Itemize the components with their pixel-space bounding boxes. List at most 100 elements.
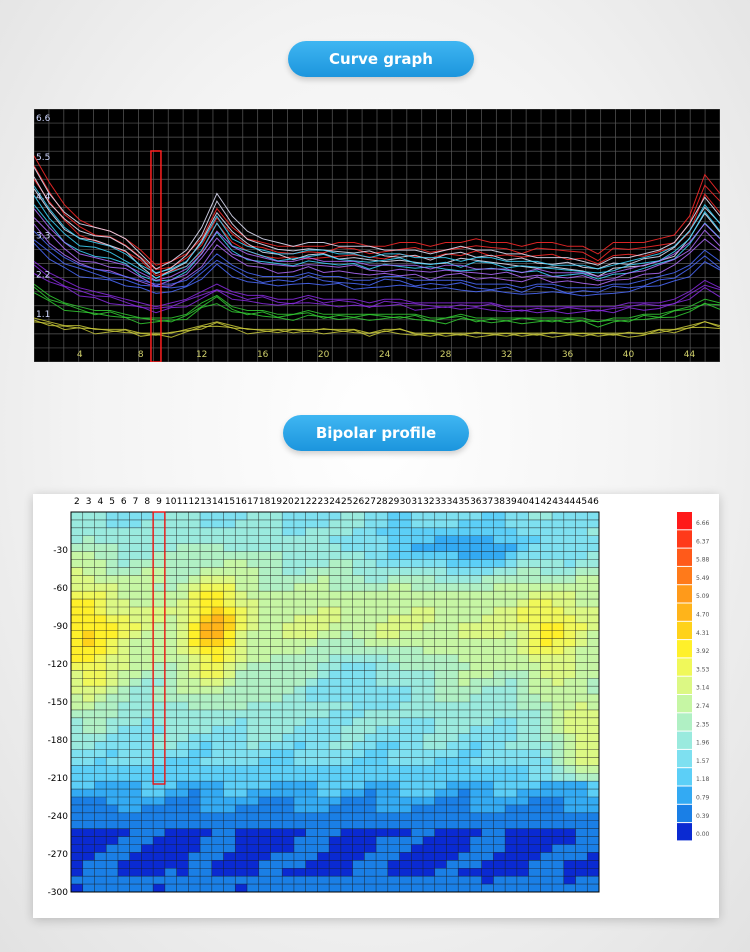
profile-heatmap-cell [82, 773, 95, 782]
profile-heatmap-cell [528, 543, 541, 552]
profile-heatmap-cell [399, 567, 412, 576]
profile-heatmap-cell [364, 543, 377, 552]
colorbar-swatch [677, 603, 692, 621]
profile-heatmap-cell [223, 551, 236, 560]
profile-x-tick: 42 [540, 497, 551, 507]
profile-heatmap-cell [505, 662, 518, 671]
profile-heatmap-cell [235, 717, 248, 727]
profile-heatmap-cell [528, 670, 541, 679]
profile-heatmap-cell [387, 741, 400, 750]
profile-heatmap-cell [223, 836, 236, 845]
profile-heatmap-cell [364, 559, 377, 568]
profile-heatmap-cell [540, 765, 553, 774]
profile-heatmap-cell [563, 709, 576, 719]
profile-heatmap-cell [516, 773, 529, 782]
profile-heatmap-cell [528, 654, 541, 663]
profile-heatmap-cell [282, 773, 295, 782]
profile-heatmap-cell [153, 535, 166, 545]
profile-heatmap-cell [164, 773, 177, 782]
profile-heatmap-cell [434, 654, 447, 663]
profile-heatmap-cell [575, 519, 588, 529]
profile-heatmap-cell [176, 884, 189, 893]
profile-heatmap-cell [411, 773, 424, 782]
profile-heatmap-cell [153, 741, 166, 750]
profile-heatmap-cell [94, 852, 107, 861]
profile-heatmap-cell [434, 567, 447, 576]
profile-heatmap-cell [552, 678, 565, 687]
profile-heatmap-cell [505, 575, 518, 584]
profile-heatmap-cell [540, 646, 553, 655]
profile-heatmap-cell [446, 868, 459, 877]
profile-heatmap-cell [505, 559, 518, 568]
profile-heatmap-cell [434, 551, 447, 560]
profile-heatmap-cell [258, 622, 271, 632]
profile-heatmap-cell [446, 575, 459, 584]
curve-graph-tab[interactable]: Curve graph [288, 41, 474, 77]
profile-heatmap-cell [293, 543, 307, 552]
profile-heatmap-cell [106, 876, 119, 885]
profile-heatmap-cell [188, 559, 201, 568]
profile-heatmap-cell [211, 765, 224, 774]
profile-heatmap-cell [399, 646, 412, 655]
profile-heatmap-cell [211, 678, 224, 687]
profile-heatmap-cell [200, 812, 213, 822]
profile-heatmap-cell [528, 765, 541, 774]
profile-heatmap-cell [223, 630, 236, 640]
profile-heatmap-cell [153, 591, 166, 600]
profile-heatmap-cell [188, 599, 201, 608]
profile-heatmap-cell [376, 662, 389, 671]
profile-heatmap-cell [200, 781, 213, 790]
profile-heatmap-cell [352, 804, 365, 814]
curve-y-tick: 2.2 [36, 271, 50, 281]
profile-heatmap-cell [317, 583, 330, 592]
profile-heatmap-cell [481, 725, 494, 735]
profile-heatmap-cell [481, 884, 494, 893]
profile-heatmap-cell [106, 804, 119, 814]
profile-heatmap-cell [141, 820, 154, 830]
profile-heatmap-cell [552, 709, 565, 719]
curve-x-tick: 36 [562, 350, 574, 360]
profile-heatmap-cell [176, 614, 189, 624]
profile-heatmap-cell [423, 559, 436, 568]
profile-heatmap-cell [282, 820, 295, 830]
profile-heatmap-cell [481, 781, 494, 790]
profile-heatmap-cell [141, 543, 154, 552]
profile-heatmap-cell [317, 646, 330, 655]
profile-heatmap-cell [352, 757, 365, 766]
profile-heatmap-cell [364, 765, 377, 774]
bipolar-profile-tab[interactable]: Bipolar profile [283, 415, 469, 451]
profile-heatmap-cell [411, 852, 424, 861]
profile-heatmap-cell [153, 670, 166, 679]
profile-heatmap-cell [469, 781, 483, 790]
profile-heatmap-cell [505, 638, 518, 647]
profile-heatmap-cell [587, 678, 600, 687]
profile-heatmap-cell [458, 876, 471, 885]
profile-heatmap-cell [129, 828, 142, 837]
profile-heatmap-cell [129, 646, 142, 655]
profile-heatmap-cell [563, 741, 576, 750]
profile-heatmap-cell [575, 812, 588, 822]
profile-heatmap-cell [71, 638, 84, 647]
profile-heatmap-cell [516, 559, 529, 568]
profile-heatmap-cell [258, 630, 271, 640]
profile-heatmap-cell [282, 654, 295, 663]
profile-heatmap-cell [587, 836, 600, 845]
colorbar-label: 6.66 [696, 520, 710, 527]
profile-heatmap-cell [540, 804, 553, 814]
profile-heatmap-cell [188, 638, 201, 647]
profile-heatmap-cell [129, 781, 142, 790]
profile-heatmap-cell [376, 709, 389, 719]
profile-heatmap-cell [352, 678, 365, 687]
profile-heatmap-cell [153, 860, 166, 869]
profile-heatmap-cell [329, 773, 342, 782]
profile-heatmap-cell [575, 725, 588, 735]
curve-graph-chart: 6.6 5.5 4.4 3.3 2.2 1.1 4 8 12 16 20 24 28 32 36 40 44 [34, 109, 720, 362]
profile-heatmap-cell [411, 535, 424, 545]
profile-heatmap-cell [258, 702, 271, 711]
profile-heatmap-cell [411, 638, 424, 647]
profile-heatmap-cell [235, 884, 248, 893]
profile-heatmap-cell [540, 860, 553, 869]
profile-heatmap-cell [364, 717, 377, 727]
profile-heatmap-cell [493, 725, 506, 735]
profile-heatmap-cell [505, 868, 518, 877]
